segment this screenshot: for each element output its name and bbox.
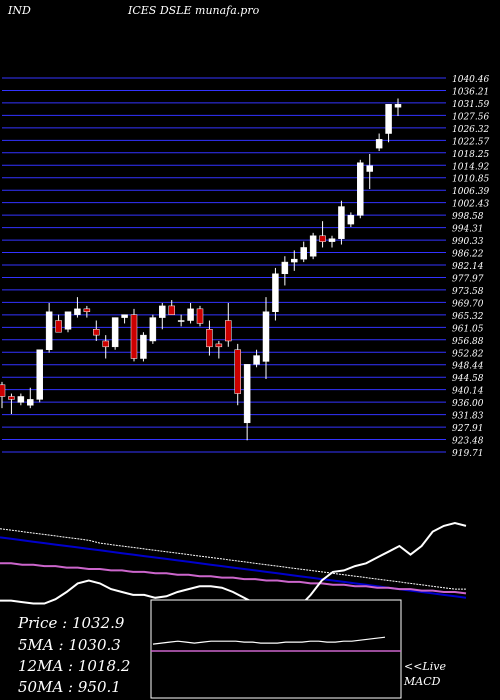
header-right: ICES DSLE munafa.pro xyxy=(128,4,260,17)
candle-body xyxy=(385,104,392,134)
candle-body xyxy=(357,162,364,216)
y-axis-tick-labels: 1040.46 1036.21 1031.59 1027.56 1026.32 1022.… xyxy=(452,75,489,459)
y-tick-label: 944.58 xyxy=(452,374,484,384)
candle-body xyxy=(130,314,138,359)
candle-body xyxy=(206,329,213,348)
y-tick-label: 1018.25 xyxy=(452,150,489,160)
ema-white-line xyxy=(0,528,466,590)
candle-body xyxy=(375,139,383,149)
macd-box xyxy=(150,599,402,699)
candle-body xyxy=(347,215,355,225)
y-tick-label: 936.00 xyxy=(452,399,484,409)
candle-body xyxy=(177,320,185,322)
candle-body xyxy=(36,349,43,400)
y-tick-label: 986.22 xyxy=(452,250,484,260)
y-tick-label: 1036.21 xyxy=(452,87,489,97)
y-tick-label: 940.14 xyxy=(452,387,484,397)
y-tick-label: 961.05 xyxy=(452,324,484,334)
candle-body xyxy=(55,320,62,333)
stat-price: Price : 1032.9 xyxy=(18,614,125,632)
candle-body xyxy=(243,364,251,424)
candle-body xyxy=(272,273,279,312)
candle-body xyxy=(102,340,109,348)
stat-50ma: 50MA : 950.1 xyxy=(18,678,121,696)
grid-lines xyxy=(2,77,446,453)
y-tick-label: 969.70 xyxy=(452,299,484,309)
y-tick-label: 952.82 xyxy=(452,349,484,359)
candle-body xyxy=(319,235,326,242)
y-tick-label: 1006.39 xyxy=(452,187,489,197)
candle-body xyxy=(149,317,157,342)
candle-body xyxy=(83,308,91,312)
stat-12ma: 12MA : 1018.2 xyxy=(18,657,131,675)
candle-body xyxy=(366,165,373,172)
y-tick-label: 1014.92 xyxy=(452,162,489,172)
candle-body xyxy=(281,261,289,275)
y-tick-label: 1026.32 xyxy=(452,125,489,135)
y-tick-label: 998.58 xyxy=(452,212,484,222)
candle-body xyxy=(253,355,260,365)
header-left: IND xyxy=(8,4,31,17)
candle-body xyxy=(262,311,270,362)
candle-body xyxy=(215,343,223,348)
ma-magenta-line xyxy=(0,562,467,595)
y-tick-label: 973.58 xyxy=(452,287,484,297)
y-tick-label: 1022.57 xyxy=(452,137,489,147)
candle-body xyxy=(338,206,345,239)
stat-5ma: 5MA : 1030.3 xyxy=(18,636,121,654)
candle-body xyxy=(187,308,194,321)
y-tick-label: 982.14 xyxy=(452,262,484,272)
candle-body xyxy=(291,258,298,263)
y-tick-label: 956.88 xyxy=(452,337,484,347)
candle-body xyxy=(111,317,119,348)
y-tick-label: 1040.46 xyxy=(452,75,489,85)
candle-body xyxy=(121,314,128,318)
y-tick-label: 1027.56 xyxy=(452,112,489,122)
y-tick-label: 919.71 xyxy=(452,449,484,459)
macd-caption-1: <<Live xyxy=(404,660,446,673)
y-tick-label: 927.91 xyxy=(452,424,484,434)
candle-body xyxy=(45,311,53,350)
candle-body xyxy=(196,308,204,324)
candle-body xyxy=(140,334,147,359)
macd-panel xyxy=(150,599,402,699)
candle-body xyxy=(27,399,34,406)
candle-body xyxy=(17,396,25,403)
candle-body xyxy=(309,235,317,257)
y-tick-label: 1010.85 xyxy=(452,175,489,185)
candlesticks xyxy=(0,98,402,441)
y-tick-label: 1031.59 xyxy=(452,100,489,110)
candle-body xyxy=(394,104,402,108)
y-tick-label: 931.83 xyxy=(452,412,484,422)
candle-body xyxy=(8,396,15,400)
candle-body xyxy=(234,349,241,394)
y-tick-label: 965.32 xyxy=(452,312,484,322)
candle-body xyxy=(159,305,166,318)
y-tick-label: 994.31 xyxy=(452,225,484,235)
candle-body xyxy=(168,305,175,315)
y-tick-label: 990.33 xyxy=(452,237,484,247)
candle-body xyxy=(93,329,100,336)
candle-body xyxy=(64,311,72,330)
y-tick-label: 977.97 xyxy=(452,274,484,284)
candle-body xyxy=(0,384,6,397)
candle-body xyxy=(225,320,232,342)
candle-body xyxy=(328,238,336,242)
oscillator-line xyxy=(0,521,467,614)
macd-line xyxy=(152,636,386,645)
macd-caption-2: MACD xyxy=(404,675,441,688)
indicator-panel xyxy=(0,521,467,614)
candle-body xyxy=(74,308,81,315)
candle-body xyxy=(300,247,307,260)
y-tick-label: 1002.43 xyxy=(452,200,489,210)
y-tick-label: 923.48 xyxy=(452,437,484,447)
y-tick-label: 948.44 xyxy=(452,362,484,372)
